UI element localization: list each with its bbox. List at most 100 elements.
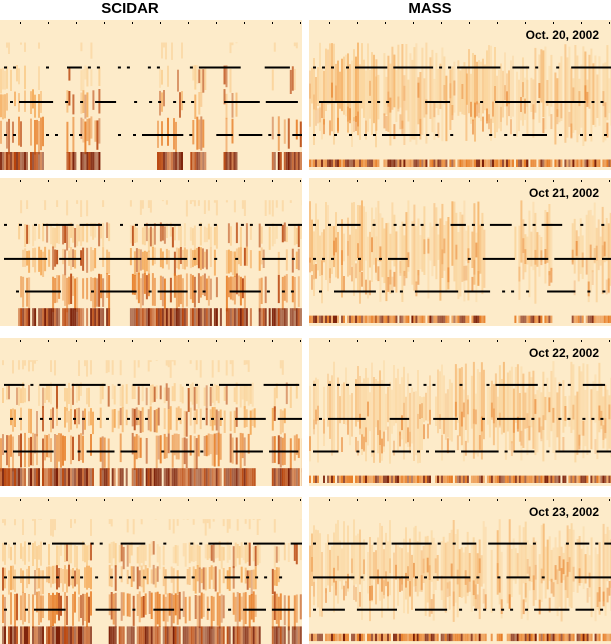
heatmap-cell [437, 475, 439, 483]
heatmap-cell [229, 226, 232, 246]
heatmap-cell [473, 203, 476, 285]
heatmap-cell [516, 159, 518, 167]
heatmap-cell [419, 396, 421, 463]
time-tick [20, 499, 21, 501]
altitude-marker [173, 101, 177, 103]
heatmap-cell [200, 626, 203, 644]
heatmap-cell [434, 558, 437, 574]
heatmap-cell [197, 384, 200, 409]
heatmap-cell [391, 389, 393, 434]
heatmap-cell [217, 385, 220, 404]
heatmap-cell [387, 581, 389, 597]
heatmap-cell [64, 275, 67, 306]
heatmap-cell [36, 591, 38, 613]
altitude-marker [535, 66, 539, 69]
altitude-marker [393, 66, 434, 69]
heatmap-cell [347, 573, 349, 589]
heatmap-cell [6, 66, 8, 89]
heatmap-cell [592, 63, 595, 125]
heatmap-cell [175, 275, 178, 311]
heatmap-cell [52, 308, 55, 326]
heatmap-cell [54, 308, 57, 326]
altitude-marker [313, 608, 316, 611]
heatmap-cell [207, 308, 210, 326]
altitude-marker [459, 383, 463, 386]
heatmap-cell [78, 225, 81, 242]
heatmap-cell [140, 626, 143, 644]
heatmap-cell [514, 315, 517, 323]
heatmap-cell [421, 475, 423, 483]
heatmap-cell [471, 276, 474, 292]
heatmap-cell [405, 212, 408, 279]
heatmap-cell [114, 543, 117, 568]
heatmap-cell [32, 308, 35, 326]
heatmap-cell [150, 626, 153, 644]
heatmap-cell [133, 384, 136, 399]
heatmap-cell [339, 396, 341, 424]
heatmap-cell [26, 308, 29, 326]
heatmap-cell [417, 82, 420, 98]
heatmap-cell [26, 626, 28, 644]
heatmap-cell [107, 386, 110, 407]
heatmap-cell [407, 79, 410, 122]
heatmap-cell [151, 273, 154, 306]
heatmap-cell [198, 626, 201, 644]
heatmap-cell [217, 468, 220, 486]
heatmap-cell [144, 626, 147, 644]
altitude-marker [482, 417, 485, 420]
heatmap-cell [389, 233, 392, 294]
heatmap-cell [546, 159, 549, 167]
heatmap-cell [566, 57, 569, 138]
heatmap-cell [58, 275, 61, 299]
heatmap-cell [524, 633, 527, 642]
heatmap-cell [72, 468, 74, 486]
time-tick [160, 499, 161, 501]
heatmap-cell [295, 434, 298, 455]
altitude-marker [202, 290, 206, 293]
heatmap-cell [149, 385, 152, 406]
heatmap-cell [395, 159, 398, 167]
heatmap-cell [110, 542, 113, 566]
heatmap-cell [200, 68, 203, 93]
heatmap-cell [385, 159, 388, 167]
heatmap-cell [393, 54, 396, 108]
heatmap-cell [365, 120, 367, 136]
heatmap-cell [239, 247, 242, 266]
heatmap-cell [271, 223, 274, 247]
heatmap-cell [399, 633, 401, 642]
heatmap-cell [225, 275, 228, 312]
heatmap-cell [416, 633, 419, 642]
heatmap-cell [598, 159, 601, 167]
heatmap-cell [440, 633, 443, 642]
heatmap-cell [606, 587, 609, 603]
altitude-marker [191, 576, 195, 579]
altitude-marker [595, 542, 599, 545]
heatmap-cell [209, 434, 212, 455]
heatmap-cell [562, 475, 565, 483]
heatmap-cell [291, 248, 294, 273]
altitude-marker [253, 542, 285, 545]
heatmap-cell [198, 119, 201, 150]
heatmap-cell [2, 468, 4, 486]
heatmap-cell [258, 519, 261, 521]
heatmap-cell [357, 111, 359, 127]
heatmap-cell [271, 595, 274, 629]
heatmap-cell [142, 569, 145, 593]
heatmap-cell [84, 544, 86, 563]
heatmap-cell [315, 203, 317, 263]
heatmap-cell [343, 159, 345, 167]
heatmap-cell [183, 223, 186, 247]
heatmap-cell [309, 436, 311, 451]
heatmap-cell [16, 468, 18, 486]
heatmap-cell [70, 273, 73, 304]
heatmap-cell [451, 201, 454, 266]
altitude-marker [450, 134, 454, 136]
heatmap-cell [459, 70, 462, 112]
altitude-marker [464, 290, 491, 293]
heatmap-cell [194, 65, 197, 90]
time-tick [272, 22, 273, 24]
heatmap-cell [536, 315, 539, 323]
heatmap-cell [120, 566, 123, 583]
heatmap-cell [377, 537, 379, 583]
heatmap-cell [586, 633, 589, 642]
